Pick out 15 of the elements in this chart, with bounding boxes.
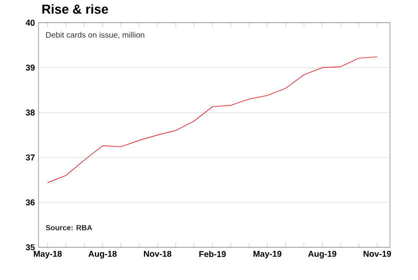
x-tick-label: Nov-18	[144, 250, 172, 257]
x-tick-label: May-18	[34, 250, 62, 258]
line-series	[47, 56, 378, 183]
y-tick-label: 40	[26, 20, 35, 26]
y-tick-label: 39	[26, 64, 35, 71]
x-tick-label: May-19	[254, 250, 282, 258]
x-tick-label: Aug-18	[88, 250, 117, 259]
y-tick-label: 35	[26, 244, 35, 250]
x-tick-label: Aug-19	[308, 250, 336, 259]
y-tick-label: 37	[26, 154, 35, 160]
x-tick-label: Feb-19	[199, 250, 226, 258]
x-tick-label: Nov-19	[364, 250, 391, 257]
y-tick-label: 38	[26, 110, 35, 116]
y-tick-label: 36	[26, 199, 35, 206]
chart-title: Rise & rise	[42, 4, 108, 14]
